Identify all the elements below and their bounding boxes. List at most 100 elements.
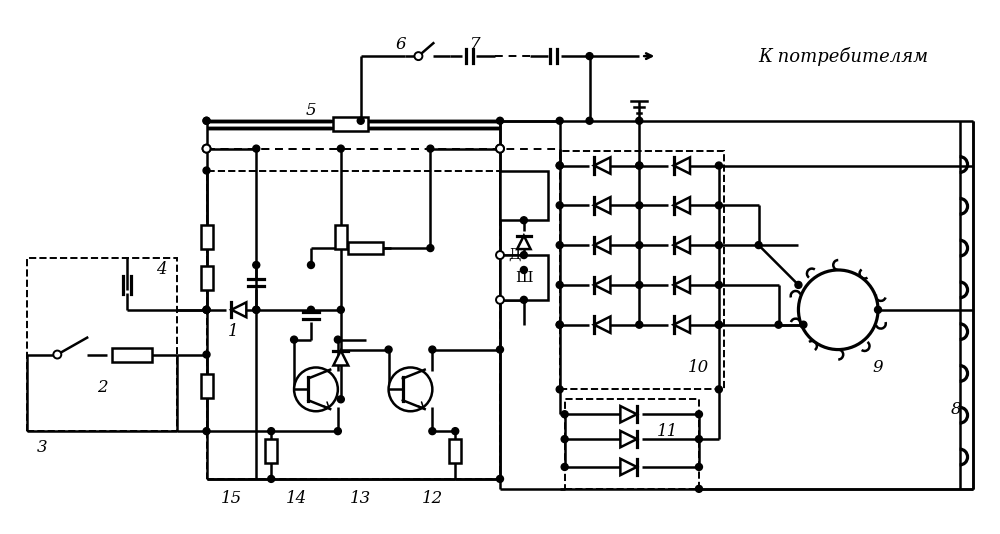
Circle shape <box>556 202 563 209</box>
Circle shape <box>203 307 210 313</box>
Text: 6: 6 <box>395 36 406 53</box>
Circle shape <box>715 202 722 209</box>
Text: Ш: Ш <box>515 271 533 285</box>
Circle shape <box>556 321 563 328</box>
Circle shape <box>294 367 338 411</box>
Circle shape <box>429 428 436 435</box>
Text: 8: 8 <box>950 400 961 418</box>
Circle shape <box>875 307 882 313</box>
Circle shape <box>268 475 275 482</box>
Circle shape <box>556 241 563 249</box>
Circle shape <box>427 145 434 152</box>
Circle shape <box>715 321 722 328</box>
Circle shape <box>203 307 210 313</box>
Text: 3: 3 <box>37 438 48 456</box>
Polygon shape <box>333 350 348 365</box>
Polygon shape <box>620 406 637 422</box>
Text: Д: Д <box>509 248 521 262</box>
Bar <box>560 151 724 389</box>
Text: 12: 12 <box>422 490 443 507</box>
Circle shape <box>636 241 643 249</box>
Bar <box>335 225 347 249</box>
Circle shape <box>203 351 210 358</box>
Polygon shape <box>594 237 610 253</box>
Circle shape <box>203 167 210 174</box>
Bar <box>201 374 213 398</box>
Circle shape <box>497 346 503 353</box>
Bar <box>500 255 548 300</box>
Polygon shape <box>674 317 690 333</box>
Circle shape <box>520 252 527 258</box>
Circle shape <box>497 475 503 482</box>
Circle shape <box>253 307 260 313</box>
Bar <box>500 170 548 220</box>
Text: 11: 11 <box>657 422 678 439</box>
Polygon shape <box>674 197 690 214</box>
Circle shape <box>203 428 210 435</box>
Circle shape <box>520 217 527 224</box>
Circle shape <box>427 245 434 252</box>
Text: 1: 1 <box>228 323 239 340</box>
Bar <box>112 348 152 362</box>
Circle shape <box>520 296 527 303</box>
Circle shape <box>586 117 593 124</box>
Circle shape <box>695 485 702 492</box>
Polygon shape <box>517 235 531 249</box>
Bar <box>27 258 177 431</box>
Bar <box>565 399 699 489</box>
Text: 15: 15 <box>221 490 242 507</box>
Circle shape <box>755 241 762 249</box>
Circle shape <box>497 117 503 124</box>
Circle shape <box>357 117 364 124</box>
Polygon shape <box>674 158 690 174</box>
Polygon shape <box>594 197 610 214</box>
Circle shape <box>308 307 314 313</box>
Circle shape <box>561 436 568 443</box>
Circle shape <box>800 321 807 328</box>
Circle shape <box>452 428 459 435</box>
Text: 14: 14 <box>285 490 307 507</box>
Bar <box>207 170 500 479</box>
Polygon shape <box>594 317 610 333</box>
Circle shape <box>556 162 563 169</box>
Circle shape <box>496 145 504 153</box>
Circle shape <box>695 411 702 418</box>
Circle shape <box>561 464 568 470</box>
Bar <box>201 225 213 249</box>
Text: 4: 4 <box>156 262 167 279</box>
Polygon shape <box>620 431 637 447</box>
Circle shape <box>695 436 702 443</box>
Circle shape <box>798 270 878 350</box>
Circle shape <box>556 162 563 169</box>
Text: 2: 2 <box>97 379 107 396</box>
Circle shape <box>203 307 210 313</box>
Circle shape <box>715 386 722 393</box>
Circle shape <box>203 145 211 153</box>
Circle shape <box>520 266 527 273</box>
Circle shape <box>715 162 722 169</box>
Circle shape <box>636 321 643 328</box>
Text: 5: 5 <box>306 103 316 119</box>
Circle shape <box>636 117 643 124</box>
Text: 9: 9 <box>873 359 883 376</box>
Circle shape <box>636 202 643 209</box>
Circle shape <box>203 145 211 153</box>
Circle shape <box>291 336 298 343</box>
Polygon shape <box>620 459 637 475</box>
Circle shape <box>203 117 210 124</box>
Circle shape <box>795 281 802 288</box>
Polygon shape <box>594 277 610 293</box>
Circle shape <box>268 428 275 435</box>
Bar <box>348 242 383 254</box>
Bar <box>265 439 277 463</box>
Circle shape <box>53 350 61 358</box>
Circle shape <box>556 117 563 124</box>
Bar <box>201 266 213 290</box>
Circle shape <box>636 162 643 169</box>
Circle shape <box>561 411 568 418</box>
Polygon shape <box>594 158 610 174</box>
Circle shape <box>715 321 722 328</box>
Circle shape <box>586 53 593 60</box>
Text: К потребителям: К потребителям <box>759 46 929 66</box>
Bar <box>333 117 368 131</box>
